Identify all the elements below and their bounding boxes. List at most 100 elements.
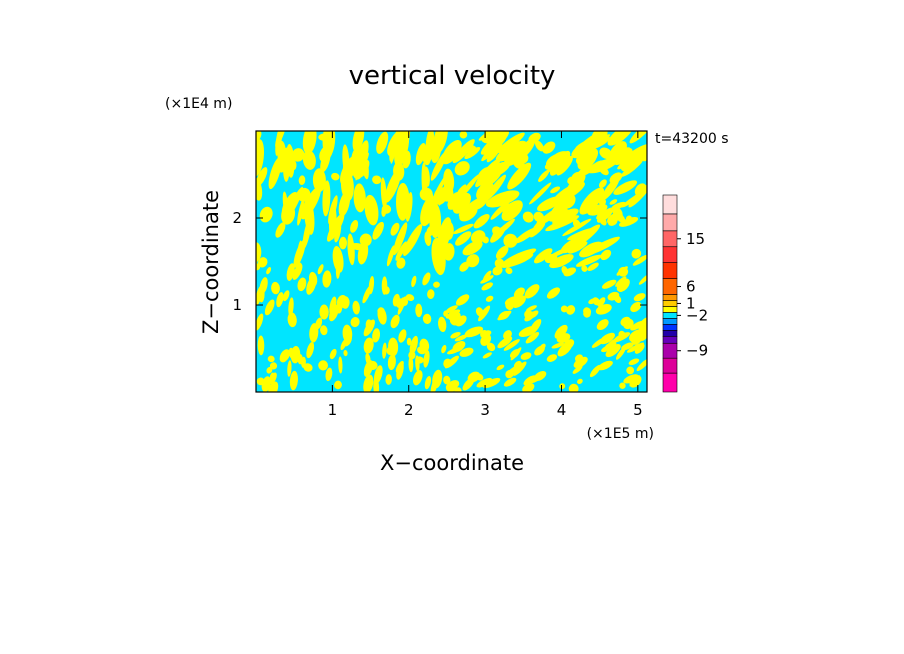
positive-velocity-patch xyxy=(609,199,618,205)
positive-velocity-patch xyxy=(492,226,503,238)
positive-velocity-patch xyxy=(353,183,366,213)
positive-velocity-patch xyxy=(302,131,317,155)
positive-velocity-patch xyxy=(605,344,621,358)
positive-velocity-patch xyxy=(518,326,538,337)
positive-velocity-patch xyxy=(297,277,307,292)
positive-velocity-patch xyxy=(482,236,489,244)
positive-velocity-patch xyxy=(503,142,529,167)
x-tick-label: 3 xyxy=(480,401,490,419)
positive-velocity-patch xyxy=(393,222,408,256)
positive-velocity-patch xyxy=(633,293,646,302)
positive-velocity-patch xyxy=(634,148,644,158)
positive-velocity-patch xyxy=(621,159,643,177)
plot-frame xyxy=(255,130,648,393)
positive-velocity-patch xyxy=(257,257,268,268)
positive-velocity-patch xyxy=(425,199,437,209)
positive-velocity-patch xyxy=(464,326,484,338)
x-tick-label: 2 xyxy=(404,401,414,419)
positive-velocity-patch xyxy=(501,200,523,221)
positive-velocity-patch xyxy=(363,337,374,354)
positive-velocity-patch xyxy=(480,334,492,346)
positive-velocity-patch xyxy=(476,377,493,388)
positive-velocity-patch xyxy=(621,155,644,172)
positive-velocity-patch xyxy=(381,276,388,295)
colorbar-swatch xyxy=(662,318,678,325)
positive-velocity-patch xyxy=(256,313,264,331)
positive-velocity-patch xyxy=(411,275,417,288)
positive-velocity-patch xyxy=(372,175,382,185)
positive-velocity-patch xyxy=(350,220,359,233)
colorbar-label: 1 xyxy=(686,294,696,312)
positive-velocity-patch xyxy=(408,356,414,373)
positive-velocity-patch xyxy=(443,243,455,261)
positive-velocity-patch xyxy=(629,131,647,144)
positive-velocity-patch xyxy=(447,199,470,210)
positive-velocity-patch xyxy=(459,347,474,357)
positive-velocity-patch xyxy=(629,329,645,340)
positive-velocity-patch xyxy=(445,382,456,392)
positive-velocity-patch xyxy=(395,360,404,373)
positive-velocity-patch xyxy=(504,296,520,306)
positive-velocity-patch xyxy=(441,139,462,165)
positive-velocity-patch xyxy=(638,316,647,331)
positive-velocity-patch xyxy=(554,324,568,339)
positive-velocity-patch xyxy=(503,233,518,248)
positive-velocity-patch xyxy=(422,272,431,286)
positive-velocity-patch xyxy=(623,374,639,384)
positive-velocity-patch xyxy=(306,342,315,359)
positive-velocity-patch xyxy=(257,335,265,356)
positive-velocity-patch xyxy=(423,350,430,368)
positive-velocity-patch xyxy=(552,208,571,228)
positive-velocity-patch xyxy=(613,180,638,195)
positive-velocity-patch xyxy=(485,295,494,302)
positive-velocity-patch xyxy=(334,380,342,390)
positive-velocity-patch xyxy=(433,281,440,288)
positive-velocity-patch xyxy=(287,312,297,328)
positive-velocity-patch xyxy=(597,297,606,307)
positive-velocity-patch xyxy=(598,179,607,189)
positive-velocity-patch xyxy=(551,342,565,349)
positive-velocity-patch xyxy=(533,370,547,382)
positive-velocity-patch xyxy=(426,225,435,237)
positive-velocity-patch xyxy=(476,373,484,381)
positive-velocity-patch xyxy=(597,207,614,223)
positive-velocity-patch xyxy=(317,264,324,275)
positive-velocity-patch xyxy=(363,374,374,392)
positive-velocity-patch xyxy=(582,160,603,176)
positive-velocity-patch xyxy=(595,304,612,315)
positive-velocity-patch xyxy=(296,240,302,266)
positive-velocity-patch xyxy=(482,352,492,359)
positive-velocity-patch xyxy=(298,175,306,185)
positive-velocity-patch xyxy=(285,144,295,178)
positive-velocity-patch xyxy=(382,342,387,359)
positive-velocity-patch xyxy=(529,182,552,205)
positive-velocity-patch xyxy=(281,192,299,217)
positive-velocity-patch xyxy=(583,307,592,316)
positive-velocity-patch xyxy=(520,352,532,360)
positive-velocity-patch xyxy=(513,360,523,370)
colorbar-swatch xyxy=(662,372,678,393)
positive-velocity-patch xyxy=(430,377,438,392)
positive-velocity-patch xyxy=(577,378,583,385)
positive-velocity-patch xyxy=(365,353,371,366)
colorbar-swatch xyxy=(662,324,678,331)
positive-velocity-patch xyxy=(438,316,447,333)
positive-velocity-patch xyxy=(565,305,576,315)
positive-velocity-patch xyxy=(363,319,375,337)
colorbar-swatch xyxy=(662,278,678,295)
positive-velocity-patch xyxy=(482,377,501,389)
positive-velocity-patch xyxy=(332,246,344,273)
positive-velocity-patch xyxy=(513,287,525,299)
positive-velocity-patch xyxy=(592,297,600,306)
positive-velocity-patch xyxy=(397,296,407,315)
colorbar-swatch xyxy=(662,330,678,337)
positive-velocity-patch xyxy=(256,177,263,201)
positive-velocity-patch xyxy=(638,273,647,285)
positive-velocity-patch xyxy=(507,162,532,190)
positive-velocity-patch xyxy=(529,222,546,238)
positive-velocity-patch xyxy=(306,276,317,295)
positive-velocity-patch xyxy=(427,289,435,299)
positive-velocity-patch xyxy=(302,216,312,250)
positive-velocity-patch xyxy=(548,196,571,222)
